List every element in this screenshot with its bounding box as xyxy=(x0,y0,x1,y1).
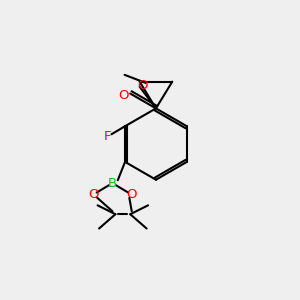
Text: O: O xyxy=(137,79,148,92)
Text: B: B xyxy=(108,177,117,190)
Text: O: O xyxy=(127,188,137,201)
Text: F: F xyxy=(103,130,111,143)
Text: O: O xyxy=(118,88,129,101)
Text: O: O xyxy=(88,188,98,201)
